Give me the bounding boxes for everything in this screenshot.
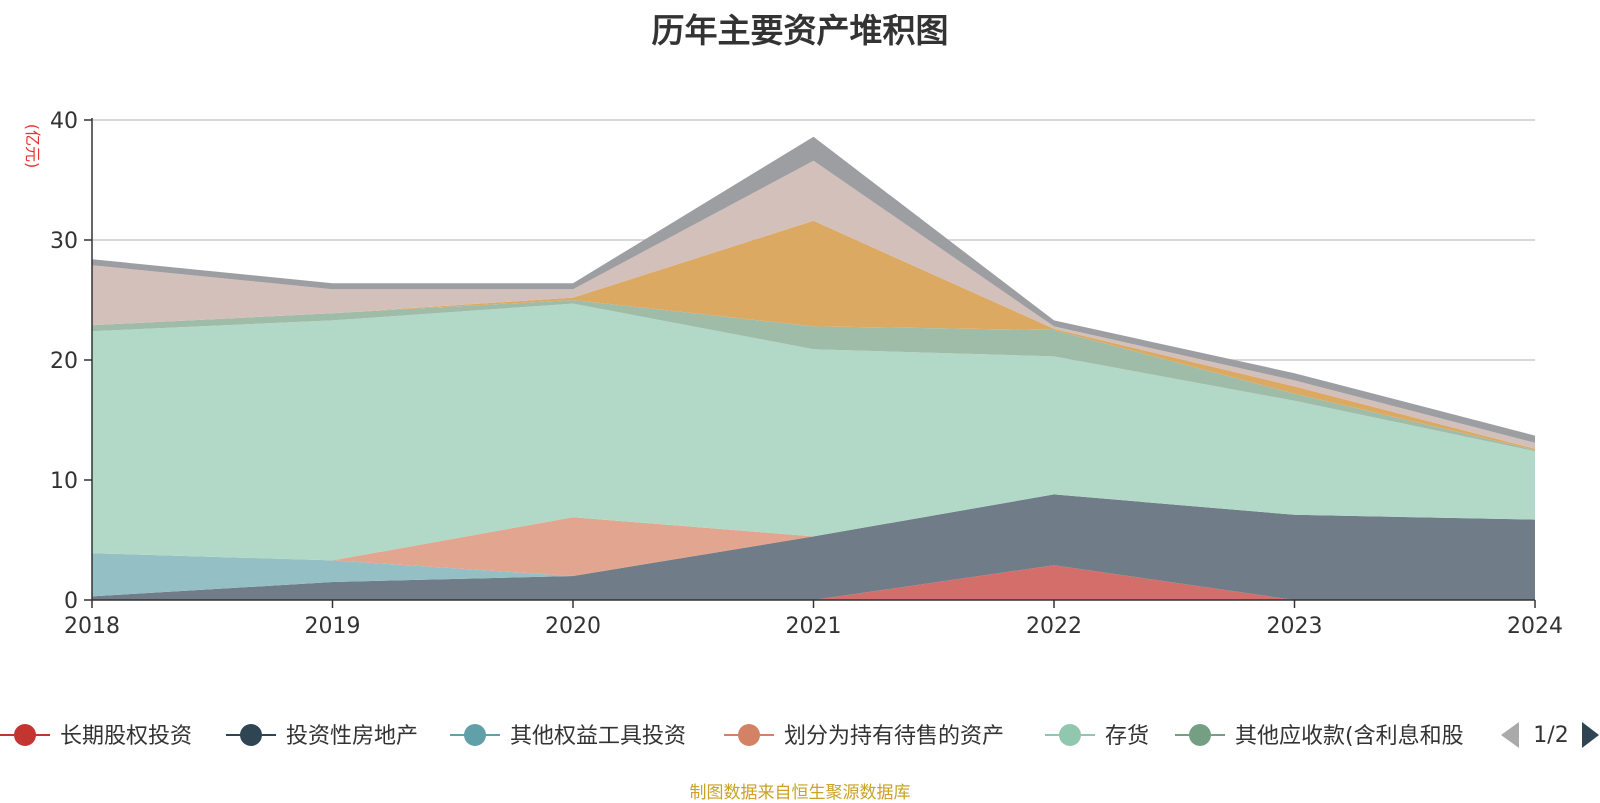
legend-page-indicator: 1/2: [1533, 723, 1568, 748]
legend: 长期股权投资 投资性房地产 其他权益工具投资 划分为持有待售的资产 存货 其他应收款(含利…: [0, 722, 1599, 749]
legend-label: 存货: [1105, 724, 1149, 749]
x-tick-label: 2018: [64, 614, 120, 639]
x-tick-label: 2024: [1507, 614, 1563, 639]
legend-label: 划分为持有待售的资产: [784, 724, 1004, 749]
legend-marker: [14, 724, 36, 746]
legend-marker: [1189, 724, 1211, 746]
y-tick-label: 30: [50, 229, 78, 254]
legend-prev-page-icon[interactable]: [1501, 722, 1519, 748]
legend-item[interactable]: 存货: [1045, 724, 1149, 749]
y-tick-label: 40: [50, 109, 78, 134]
y-tick-label: 0: [64, 589, 78, 614]
y-axis-unit-label: (亿元): [23, 124, 42, 169]
x-tick-label: 2021: [786, 614, 842, 639]
legend-item[interactable]: 其他权益工具投资: [450, 724, 686, 749]
legend-item[interactable]: 长期股权投资: [0, 724, 192, 749]
legend-label: 其他应收款(含利息和股: [1235, 724, 1464, 749]
y-tick-label: 10: [50, 469, 78, 494]
source-note: 制图数据来自恒生聚源数据库: [0, 778, 1600, 803]
legend-item[interactable]: 划分为持有待售的资产: [724, 724, 1004, 749]
legend-marker: [738, 724, 760, 746]
legend-marker: [240, 724, 262, 746]
legend-next-page-icon[interactable]: [1582, 722, 1599, 748]
x-tick-label: 2020: [545, 614, 601, 639]
x-tick-label: 2023: [1267, 614, 1323, 639]
area-series: [92, 137, 1535, 600]
x-tick-label: 2022: [1026, 614, 1082, 639]
legend-label: 长期股权投资: [60, 724, 192, 749]
legend-label: 投资性房地产: [286, 724, 418, 749]
x-tick-label: 2019: [305, 614, 361, 639]
legend-label: 其他权益工具投资: [510, 724, 686, 749]
legend-marker: [1059, 724, 1081, 746]
legend-item[interactable]: 投资性房地产: [226, 724, 418, 749]
legend-item[interactable]: 其他应收款(含利息和股: [1175, 724, 1464, 749]
y-tick-label: 20: [50, 349, 78, 374]
legend-marker: [464, 724, 486, 746]
